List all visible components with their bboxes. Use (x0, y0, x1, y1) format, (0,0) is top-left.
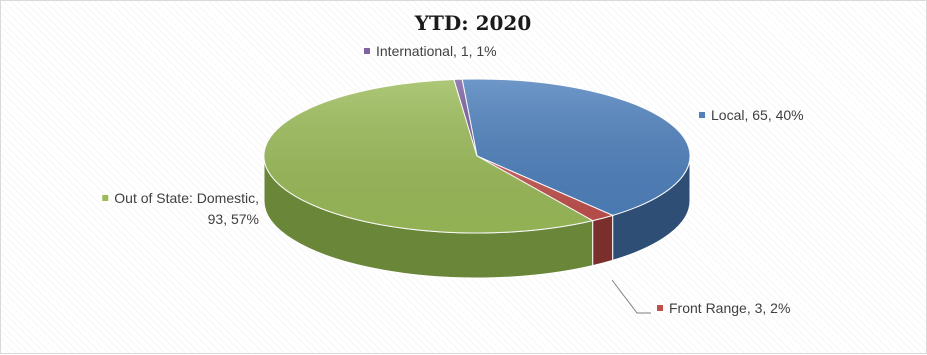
pie-side-front-range (592, 214, 614, 267)
pie-tops (263, 78, 691, 234)
pie-slice-shade-local (462, 79, 691, 216)
label-marker-out-of-state-domestic (102, 195, 109, 201)
chart-title: YTD: 2020 (414, 11, 532, 35)
leader-line-front-range (611, 279, 651, 314)
label-marker-international (364, 48, 370, 54)
data-labels: Local, 65, 40% Front Range, 3, 2% Out of S… (102, 43, 804, 316)
data-label-front-range: Front Range, 3, 2% (669, 300, 790, 316)
data-label-international: International, 1, 1% (376, 43, 497, 59)
label-marker-local (699, 112, 705, 118)
pie-slice-shade-international (453, 79, 477, 156)
data-label-local: Local, 65, 40% (711, 107, 804, 123)
label-marker-front-range (657, 305, 663, 311)
pie-slice-shade-front-range (477, 156, 613, 221)
leader-lines (611, 279, 651, 314)
data-label-out-of-state-domestic-line-1: Out of State: Domestic, (114, 190, 259, 206)
data-label-out-of-state-domestic-line-2: 93, 57% (208, 211, 259, 227)
pie-slice-shade-out-of-state-domestic (264, 79, 593, 233)
